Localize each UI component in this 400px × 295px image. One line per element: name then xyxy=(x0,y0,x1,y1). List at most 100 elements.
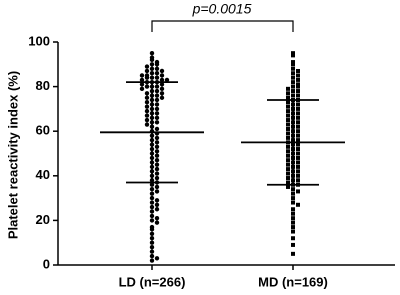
data-point xyxy=(154,97,160,103)
data-point xyxy=(291,236,295,241)
data-point xyxy=(286,91,290,96)
data-point xyxy=(149,218,155,223)
data-point xyxy=(286,131,290,136)
data-point xyxy=(159,86,165,92)
data-point xyxy=(149,240,155,245)
data-point xyxy=(154,162,160,167)
data-point xyxy=(291,225,295,230)
data-point xyxy=(149,244,155,250)
data-point xyxy=(159,82,165,87)
data-point xyxy=(154,75,160,80)
data-point xyxy=(291,242,295,247)
data-point xyxy=(291,196,295,201)
data-point xyxy=(154,171,160,176)
data-point xyxy=(296,82,300,87)
data-point xyxy=(291,229,295,234)
data-point xyxy=(296,106,300,111)
data-point xyxy=(144,100,150,105)
data-point xyxy=(154,126,160,132)
data-point xyxy=(296,151,300,156)
data-point xyxy=(291,53,295,58)
data-point xyxy=(286,95,290,100)
data-point xyxy=(286,118,290,123)
data-point xyxy=(144,108,150,114)
data-point xyxy=(291,80,295,85)
data-point xyxy=(291,60,295,65)
data-point xyxy=(291,216,295,221)
data-point xyxy=(149,195,155,201)
data-point xyxy=(154,88,160,94)
data-point xyxy=(291,220,295,225)
data-point xyxy=(286,126,290,131)
data-point xyxy=(144,64,150,69)
data-point xyxy=(154,215,160,221)
data-point xyxy=(286,162,290,167)
data-point xyxy=(286,113,290,118)
data-point xyxy=(286,167,290,172)
data-point xyxy=(296,142,300,147)
data-point xyxy=(296,120,300,125)
data-point xyxy=(144,84,150,89)
data-point xyxy=(139,73,145,78)
data-point xyxy=(286,109,290,114)
data-point xyxy=(291,251,295,256)
data-point xyxy=(296,84,300,89)
data-point xyxy=(286,171,290,176)
data-point xyxy=(159,68,165,74)
data-point xyxy=(291,187,295,192)
data-point xyxy=(154,220,160,225)
data-point xyxy=(286,100,290,105)
data-point xyxy=(291,75,295,80)
data-point xyxy=(149,236,155,241)
data-point xyxy=(144,68,150,74)
data-point xyxy=(149,66,155,71)
data-point xyxy=(149,231,155,236)
y-axis-label: Platelet reactivity index (%) xyxy=(5,71,20,239)
data-point xyxy=(286,153,290,158)
y-tick-label: 80 xyxy=(36,78,50,93)
data-point xyxy=(154,166,160,172)
data-point xyxy=(149,258,155,263)
data-point xyxy=(139,77,145,83)
data-point xyxy=(296,202,300,207)
data-point xyxy=(149,191,155,196)
data-point xyxy=(291,66,295,71)
data-point xyxy=(144,122,150,127)
data-point xyxy=(154,102,160,107)
data-point xyxy=(149,75,155,80)
data-point xyxy=(296,89,300,94)
data-point xyxy=(296,102,300,107)
data-point xyxy=(149,50,155,56)
data-point xyxy=(296,115,300,120)
data-point xyxy=(154,207,160,212)
data-point xyxy=(296,164,300,169)
data-point xyxy=(154,106,160,112)
data-point xyxy=(149,62,155,67)
data-point xyxy=(149,253,155,259)
data-point xyxy=(154,140,160,145)
data-point xyxy=(149,213,155,219)
data-point xyxy=(154,115,160,121)
data-point xyxy=(286,180,290,185)
data-point xyxy=(296,173,300,178)
data-point xyxy=(286,86,290,91)
data-point xyxy=(291,51,295,56)
data-point xyxy=(291,93,295,98)
y-tick-label: 60 xyxy=(36,123,50,138)
y-tick-label: 100 xyxy=(28,33,50,48)
data-point xyxy=(296,160,300,165)
data-point xyxy=(154,149,160,154)
data-point xyxy=(149,182,155,187)
data-point xyxy=(149,204,155,210)
data-point xyxy=(154,157,160,163)
data-point xyxy=(139,82,145,87)
data-point xyxy=(144,117,150,123)
data-point xyxy=(149,71,155,76)
data-point xyxy=(296,138,300,143)
significance-bracket xyxy=(151,20,294,32)
data-point xyxy=(144,75,150,80)
data-point xyxy=(159,73,165,78)
data-point xyxy=(296,169,300,174)
data-point xyxy=(149,186,155,192)
